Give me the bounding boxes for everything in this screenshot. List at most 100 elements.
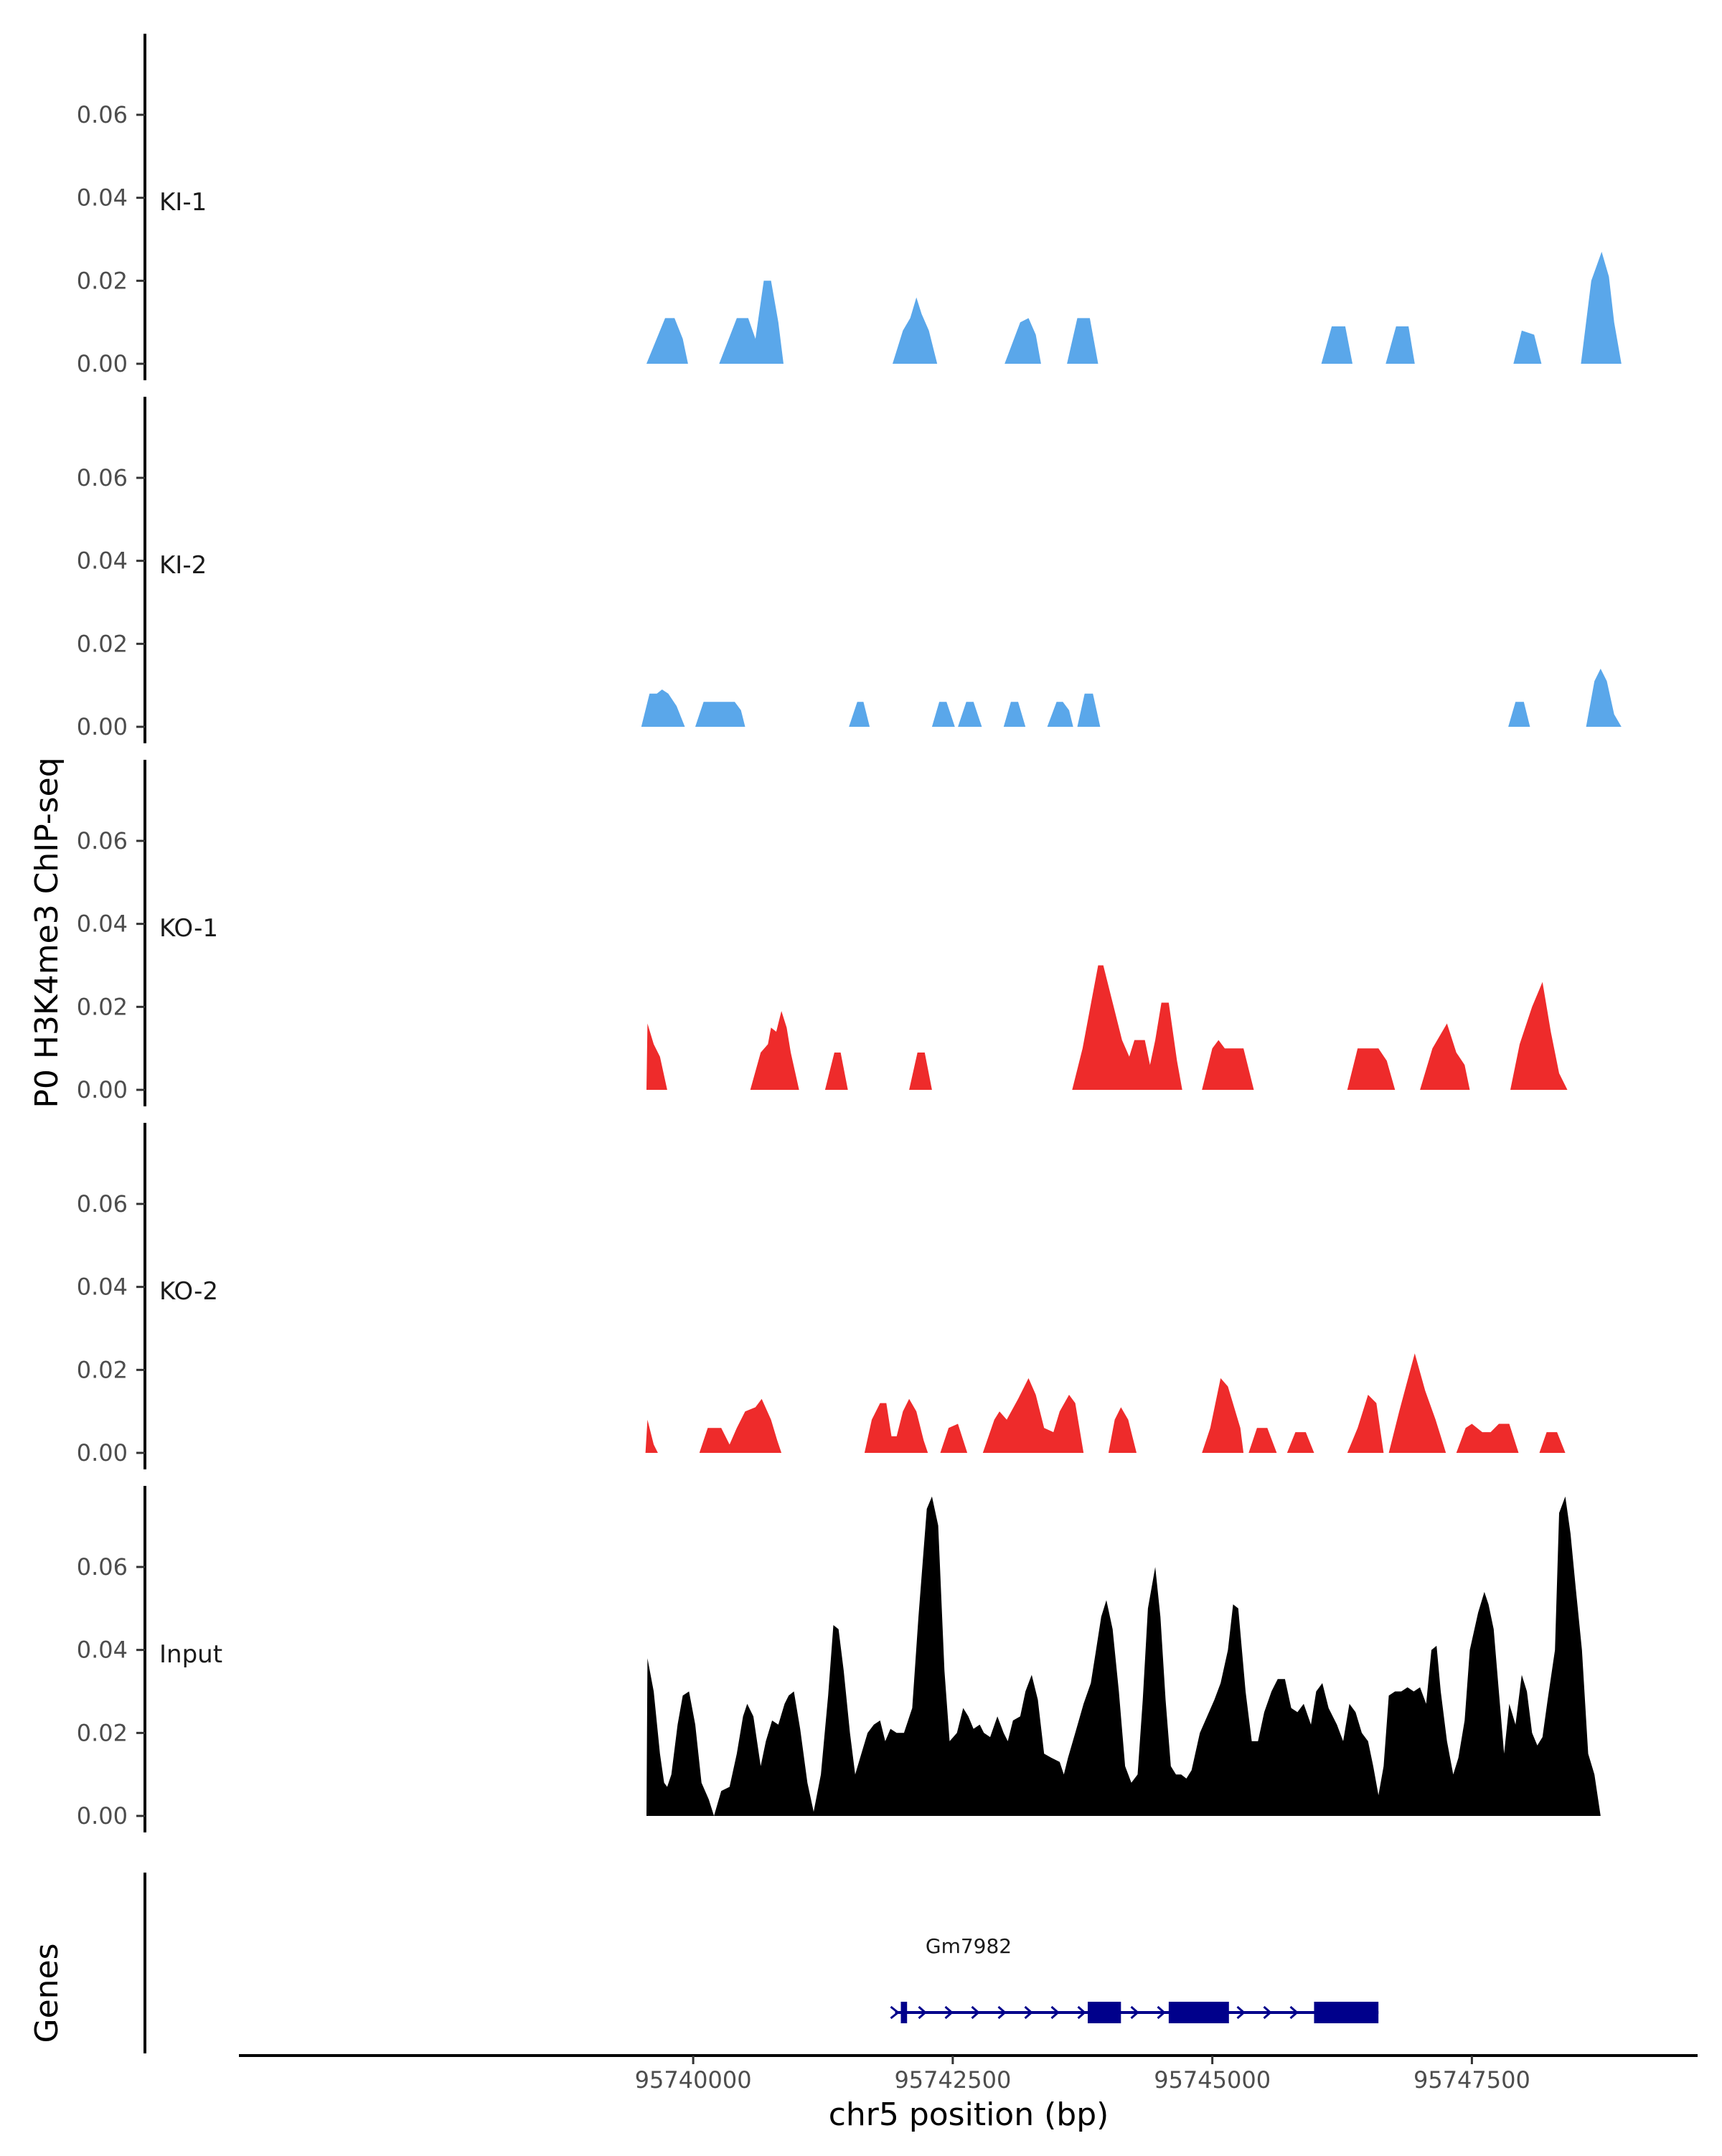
- signal-peak: [695, 702, 745, 727]
- y-tick-label: 0.06: [77, 827, 128, 855]
- strand-arrow: [1130, 2005, 1139, 2020]
- signal-peak: [1067, 318, 1098, 364]
- strand-arrow: [944, 2005, 954, 2020]
- gene-exon: [1168, 2002, 1229, 2023]
- x-tick-label: 95740000: [635, 2066, 752, 2094]
- signal-peak: [1004, 318, 1041, 364]
- strand-arrow: [1077, 2005, 1086, 2020]
- track-label: KO-1: [159, 914, 218, 943]
- y-tick-label: 0.04: [77, 1274, 128, 1301]
- gene-exon: [900, 2002, 908, 2023]
- signal-peak: [699, 1398, 782, 1453]
- signal-peak: [1513, 330, 1542, 364]
- strand-arrow: [1263, 2005, 1272, 2020]
- y-tick-label: 0.00: [77, 1076, 128, 1103]
- signal-peak: [1321, 326, 1352, 364]
- signal-peak: [1347, 1048, 1396, 1090]
- x-axis: 95740000 95742500 95745000 95747500: [239, 2054, 1698, 2094]
- signal-peak: [931, 702, 955, 727]
- signal-peak: [1456, 1423, 1519, 1453]
- y-tick-label: 0.02: [77, 267, 128, 294]
- x-tick-label: 95742500: [894, 2066, 1011, 2094]
- signal-peak: [1347, 1395, 1384, 1453]
- strand-arrow: [997, 2005, 1007, 2020]
- signal-peak: [1202, 1040, 1254, 1090]
- signal-peak: [1047, 702, 1073, 727]
- signal-peak: [1248, 1428, 1277, 1453]
- signal-peak: [982, 1378, 1084, 1453]
- signal-peak: [1539, 1432, 1566, 1453]
- y-tick-label: 0.04: [77, 184, 128, 212]
- signal-peak: [1508, 702, 1530, 727]
- y-tick-label: 0.02: [77, 1719, 128, 1746]
- y-tick-label: 0.06: [77, 1190, 128, 1218]
- signal-peak: [1385, 326, 1415, 364]
- signal-peak: [646, 1023, 667, 1090]
- signal-peak: [849, 702, 870, 727]
- strand-arrow: [918, 2005, 927, 2020]
- signal-peak: [1003, 702, 1026, 727]
- strand-arrow: [1157, 2005, 1166, 2020]
- track-ko-2: 0.00 0.02 0.04 0.06 KO-2: [77, 1123, 1566, 1469]
- signal-peak: [1586, 669, 1622, 727]
- signal-peak: [646, 1496, 1601, 1816]
- signal-peak: [750, 1011, 799, 1090]
- signal-peak: [824, 1053, 848, 1090]
- gene-label: Gm7982: [926, 1934, 1012, 1958]
- signal-peak: [641, 689, 685, 727]
- y-tick-label: 0.00: [77, 1802, 128, 1830]
- signal-peak: [1072, 965, 1182, 1090]
- x-axis-title: chr5 position (bp): [829, 2096, 1109, 2133]
- y-tick-label: 0.04: [77, 910, 128, 938]
- genes-axis-title: Genes: [29, 1943, 65, 2043]
- signal-peak: [864, 1398, 928, 1453]
- y-tick-label: 0.00: [77, 350, 128, 377]
- signal-peak: [940, 1423, 968, 1453]
- signal-peak: [1581, 251, 1622, 364]
- signal-peak: [646, 318, 688, 364]
- signal-peak: [909, 1053, 932, 1090]
- x-tick-label: 95747500: [1413, 2066, 1530, 2094]
- track-label: Input: [159, 1640, 222, 1669]
- strand-arrow: [1050, 2005, 1060, 2020]
- track-label: KI-1: [159, 188, 207, 217]
- strand-arrow: [1236, 2005, 1246, 2020]
- y-tick-label: 0.04: [77, 547, 128, 575]
- strand-arrow: [1289, 2005, 1299, 2020]
- y-tick-label: 0.06: [77, 1553, 128, 1581]
- track-label: KO-2: [159, 1277, 218, 1306]
- tracks-layer: 0.00 0.02 0.04 0.06 KI-1 0.00 0.02 0.04 0.06 KI-2…: [77, 34, 1622, 1832]
- signal-peak: [719, 281, 784, 364]
- signal-peak: [1420, 1023, 1470, 1090]
- y-tick-label: 0.02: [77, 630, 128, 657]
- x-tick-label: 95745000: [1154, 2066, 1271, 2094]
- track-ki-2: 0.00 0.02 0.04 0.06 KI-2: [77, 397, 1622, 743]
- signal-peak: [893, 297, 938, 364]
- gene-track: Gm7982: [144, 1873, 1379, 2053]
- track-input: 0.00 0.02 0.04 0.06 Input: [77, 1486, 1601, 1832]
- track-ko-1: 0.00 0.02 0.04 0.06 KO-1: [77, 760, 1568, 1106]
- y-tick-label: 0.02: [77, 993, 128, 1020]
- y-tick-label: 0.00: [77, 713, 128, 740]
- y-tick-label: 0.04: [77, 1637, 128, 1664]
- strand-arrow: [890, 2005, 900, 2020]
- signal-peak: [645, 1419, 658, 1453]
- signal-peak: [1510, 982, 1568, 1090]
- signal-peak: [1108, 1407, 1137, 1453]
- y-tick-label: 0.00: [77, 1439, 128, 1467]
- signal-peak: [1388, 1353, 1446, 1453]
- y-axis-title: P0 H3K4me3 ChIP-seq: [29, 757, 65, 1108]
- signal-peak: [1077, 693, 1101, 727]
- signal-peak: [958, 702, 982, 727]
- track-ki-1: 0.00 0.02 0.04 0.06 KI-1: [77, 34, 1622, 380]
- signal-peak: [1286, 1432, 1314, 1453]
- strand-arrow: [1024, 2005, 1033, 2020]
- track-label: KI-2: [159, 551, 207, 580]
- y-tick-label: 0.06: [77, 464, 128, 491]
- gene-exon: [1088, 2002, 1121, 2023]
- y-tick-label: 0.06: [77, 101, 128, 128]
- y-tick-label: 0.02: [77, 1356, 128, 1383]
- gene-exon: [1314, 2002, 1379, 2023]
